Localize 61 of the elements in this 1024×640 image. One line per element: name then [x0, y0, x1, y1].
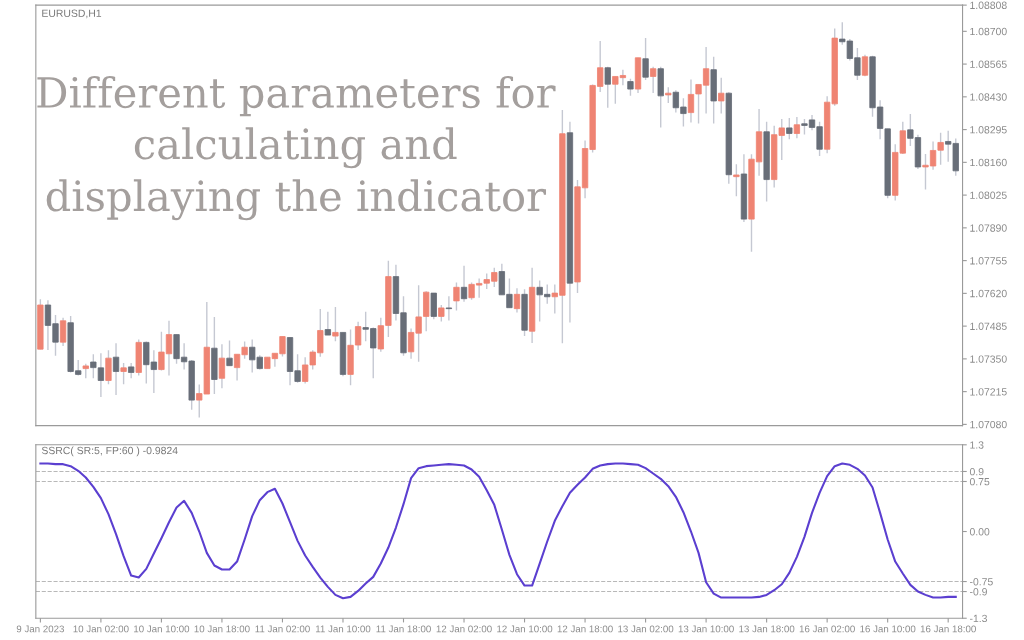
x-tick-label: 10 Jan 10:00: [134, 625, 190, 633]
candlestick: [430, 292, 437, 321]
candlestick: [120, 362, 127, 386]
candlestick: [718, 76, 725, 115]
candlestick: [112, 342, 120, 396]
y-tick-label: 1.07755: [970, 257, 1007, 265]
x-tick-label: 16 Jan 10:00: [860, 625, 916, 633]
x-tick-label: 13 Jan 10:00: [678, 625, 734, 633]
candlestick: [59, 317, 67, 347]
candlestick: [218, 343, 226, 389]
line-series: [39, 462, 957, 600]
candlestick: [453, 281, 460, 312]
x-tick-label: 12 Jan 02:00: [436, 625, 492, 633]
candlestick: [650, 66, 657, 94]
y-tick-label: 1.07890: [970, 224, 1007, 232]
candlestick: [460, 265, 468, 303]
y-tick-label: 0.00: [969, 528, 990, 536]
chart-title: SSRC( SR:5, FP:60 ) -0.9824: [41, 446, 178, 457]
candlestick: [105, 349, 112, 386]
x-tick-label: 10 Jan 18:00: [194, 625, 250, 633]
candlestick: [733, 163, 740, 198]
candlestick: [642, 37, 649, 81]
candlestick: [793, 116, 801, 140]
y-tick-label: 1.08025: [970, 191, 1007, 199]
y-tick-label: 1.08565: [970, 60, 1007, 68]
y-tick-label: 1.08700: [970, 27, 1007, 36]
x-tick-label: 13 Jan 02:00: [618, 625, 674, 633]
x-tick-label: 10 Jan 02:00: [73, 625, 129, 633]
y-tick-label: 1.07620: [970, 289, 1007, 298]
y-tick-label: 1.08160: [970, 158, 1007, 167]
candlestick: [226, 339, 233, 367]
y-tick-label: 1.07215: [970, 388, 1007, 396]
candlestick: [604, 66, 611, 109]
candlestick: [445, 295, 453, 322]
y-tick-label: -0.9: [969, 588, 987, 596]
y-tick-label: -0.75: [969, 578, 993, 586]
candlestick: [332, 306, 339, 342]
candlestick: [324, 311, 331, 336]
x-tick-label: 12 Jan 18:00: [557, 625, 613, 633]
y-tick-label: 0.9: [969, 467, 984, 476]
annotation: Different parameters for calculating and displaying the indicator: [37, 75, 556, 221]
chart-title: EURUSD,H1: [42, 9, 102, 19]
y-tick-label: 1.07080: [970, 420, 1007, 429]
x-tick-label: 11 Jan 18:00: [376, 625, 431, 633]
y-tick-label: 1.08430: [970, 93, 1007, 101]
y-tick-label: 1.07485: [970, 322, 1007, 330]
y-tick-label: 1.08808: [970, 1, 1007, 9]
x-tick-label: 11 Jan 02:00: [255, 625, 310, 633]
x-tick-label: 9 Jan 2023: [16, 625, 65, 633]
x-tick-label: 11 Jan 10:00: [315, 625, 371, 633]
y-tick-label: 1.08295: [970, 126, 1007, 134]
y-tick-label: 0.75: [969, 477, 990, 486]
y-tick-label: 1.07350: [970, 355, 1007, 363]
y-tick-label: 1.3: [970, 441, 984, 449]
x-tick-label: 16 Jan 18:00: [920, 625, 976, 633]
x-tick-label: 12 Jan 10:00: [497, 625, 553, 633]
candlestick: [513, 287, 521, 314]
y-tick-label: -1.3: [969, 614, 987, 623]
x-tick-label: 16 Jan 02:00: [799, 625, 855, 633]
x-tick-label: 13 Jan 18:00: [739, 625, 795, 633]
candlestick: [786, 117, 793, 140]
